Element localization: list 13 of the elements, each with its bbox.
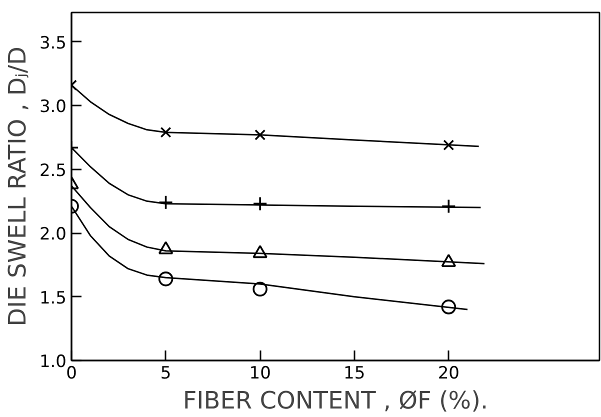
y-tick-label: 1.5 [39,288,67,308]
y-tick-label: 3.0 [39,97,67,118]
x-tick-label: 10 [249,364,271,384]
y-axis-title: DIE SWELL RATIO , Dⱼ/D [3,46,32,326]
x-tick-label: 0 [66,364,77,384]
y-tick-label: 2.5 [39,160,67,181]
x-tick-label: 15 [344,364,366,384]
y-tick-label: 3.5 [39,33,67,54]
y-tick-label: 1.0 [39,352,67,372]
y-tick-label: 2.0 [39,224,67,245]
x-tick-label: 5 [160,364,172,384]
x-axis-title: FIBER CONTENT , ØF (%). [182,386,488,414]
x-tick-label: 20 [438,364,460,384]
